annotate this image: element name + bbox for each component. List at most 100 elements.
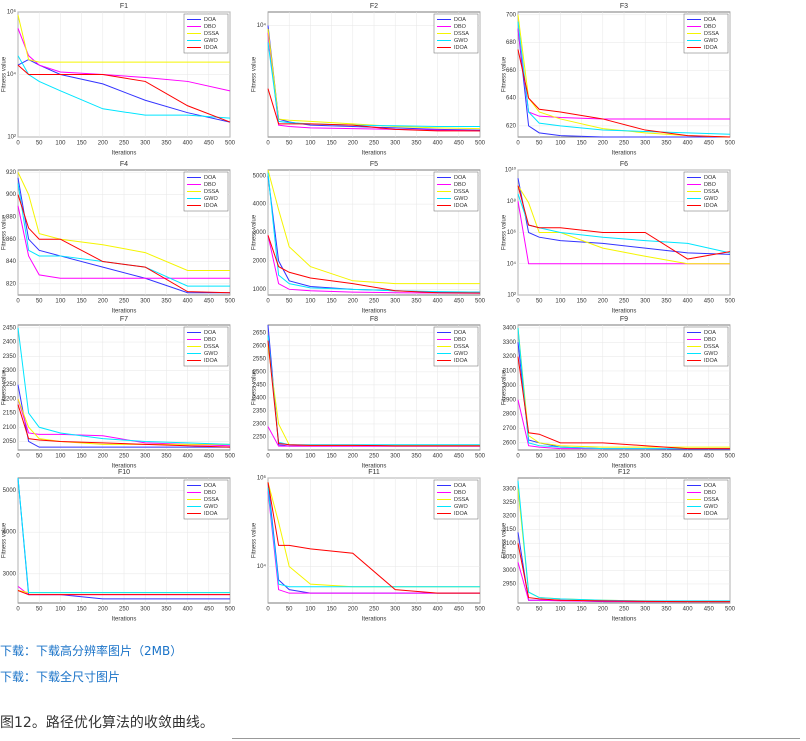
y-tick-label: 680	[506, 40, 517, 46]
figure: F1 Iterations Fitness value 0 50 100 150 200 250…	[2, 3, 736, 623]
x-tick-label: 150	[327, 454, 338, 460]
y-tick-label: 880	[6, 214, 17, 220]
legend-label: DBO	[704, 182, 717, 188]
x-tick-label: 100	[55, 607, 66, 613]
legend-label: IDOA	[704, 45, 718, 51]
legend-label: DSSA	[454, 189, 469, 195]
y-tick-label: 2950	[503, 582, 517, 588]
legend-label: GWO	[204, 504, 218, 510]
y-axis-label: Fitness value	[2, 369, 8, 405]
series-line	[267, 169, 480, 285]
legend-label: IDOA	[704, 358, 718, 364]
y-tick-label: 2250	[3, 382, 17, 388]
y-tick-label: 860	[6, 237, 17, 243]
series-line	[517, 480, 730, 602]
x-tick-label: 450	[704, 454, 715, 460]
legend-label: DBO	[704, 337, 717, 343]
chart-title: F1	[120, 3, 128, 10]
y-axis-label: Fitness value	[2, 56, 8, 92]
y-tick-label: 2200	[3, 396, 17, 402]
x-axis-label: Iterations	[112, 309, 137, 315]
legend-label: DBO	[204, 490, 217, 496]
y-axis-label: Fitness value	[252, 369, 258, 405]
legend-label: DOA	[454, 17, 466, 23]
legend-box	[433, 326, 479, 367]
x-tick-label: 100	[305, 454, 316, 460]
x-tick-label: 250	[369, 454, 380, 460]
series-line	[517, 327, 730, 448]
x-tick-label: 0	[16, 454, 20, 460]
x-axis-label: Iterations	[112, 464, 137, 470]
y-tick-label: 3100	[503, 369, 517, 375]
y-tick-label: 1000	[253, 287, 267, 293]
y-tick-label: 10²	[507, 293, 516, 299]
legend-label: GWO	[704, 504, 718, 510]
y-tick-label: 2300	[253, 422, 267, 428]
series-line	[267, 340, 480, 447]
x-tick-label: 200	[598, 454, 609, 460]
legend-label: GWO	[454, 38, 468, 44]
legend-label: DOA	[704, 330, 716, 336]
x-tick-label: 400	[433, 299, 444, 305]
y-tick-label: 3150	[503, 527, 517, 533]
x-tick-label: 50	[286, 299, 293, 305]
x-tick-label: 0	[266, 299, 270, 305]
series-line	[17, 404, 231, 448]
legend-label: GWO	[204, 38, 218, 44]
y-tick-label: 660	[506, 68, 517, 74]
x-tick-label: 350	[661, 141, 672, 147]
x-axis-label: Iterations	[362, 309, 387, 315]
x-tick-label: 500	[475, 607, 486, 613]
x-axis-label: Iterations	[612, 309, 637, 315]
divider	[232, 738, 800, 739]
x-tick-label: 250	[369, 299, 380, 305]
chart-title: F3	[620, 3, 628, 10]
x-tick-label: 200	[598, 141, 609, 147]
download-link[interactable]: 下载：下载高分辨率图片（2MB）	[0, 644, 183, 658]
chart-title: F10	[118, 469, 130, 476]
x-tick-label: 450	[704, 299, 715, 305]
x-tick-label: 100	[305, 141, 316, 147]
x-tick-label: 300	[640, 299, 651, 305]
x-tick-label: 500	[725, 454, 736, 460]
series-line	[17, 590, 230, 596]
x-tick-label: 0	[266, 607, 270, 613]
caption: 图12。路径优化算法的收敛曲线。	[0, 715, 214, 731]
x-tick-label: 250	[369, 607, 380, 613]
series-line	[17, 172, 230, 271]
x-tick-label: 200	[98, 454, 109, 460]
x-tick-label: 300	[640, 141, 651, 147]
series-line	[17, 327, 231, 445]
y-tick-label: 2350	[3, 354, 17, 360]
y-tick-label: 5000	[3, 488, 17, 494]
series-line	[517, 185, 730, 265]
x-tick-label: 50	[536, 454, 543, 460]
legend-label: GWO	[204, 351, 218, 357]
y-tick-label: 2100	[3, 425, 17, 431]
x-tick-label: 450	[204, 454, 215, 460]
x-tick-label: 50	[36, 454, 43, 460]
y-tick-label: 3400	[503, 325, 517, 331]
y-tick-label: 10⁴	[257, 563, 267, 570]
y-tick-label: 2450	[3, 325, 17, 331]
legend-label: DSSA	[454, 31, 469, 37]
download-link[interactable]: 下载：下载全尺寸图片	[0, 670, 121, 684]
legend-label: DOA	[704, 483, 716, 489]
x-tick-label: 500	[225, 607, 236, 613]
x-tick-label: 300	[140, 607, 151, 613]
y-axis-label: Fitness value	[2, 522, 8, 558]
x-tick-label: 50	[36, 607, 43, 613]
legend-label: DOA	[204, 330, 216, 336]
y-tick-label: 5000	[253, 173, 267, 179]
x-tick-label: 0	[16, 141, 20, 147]
chart-title: F11	[368, 469, 380, 476]
x-tick-label: 350	[161, 607, 172, 613]
x-tick-label: 200	[348, 299, 359, 305]
chart-title: F7	[120, 316, 128, 323]
chart-title: F4	[120, 161, 128, 168]
chart-title: F9	[620, 316, 628, 323]
x-tick-label: 250	[119, 141, 130, 147]
x-tick-label: 350	[161, 141, 172, 147]
series-line	[17, 384, 230, 448]
y-tick-label: 2900	[503, 397, 517, 403]
